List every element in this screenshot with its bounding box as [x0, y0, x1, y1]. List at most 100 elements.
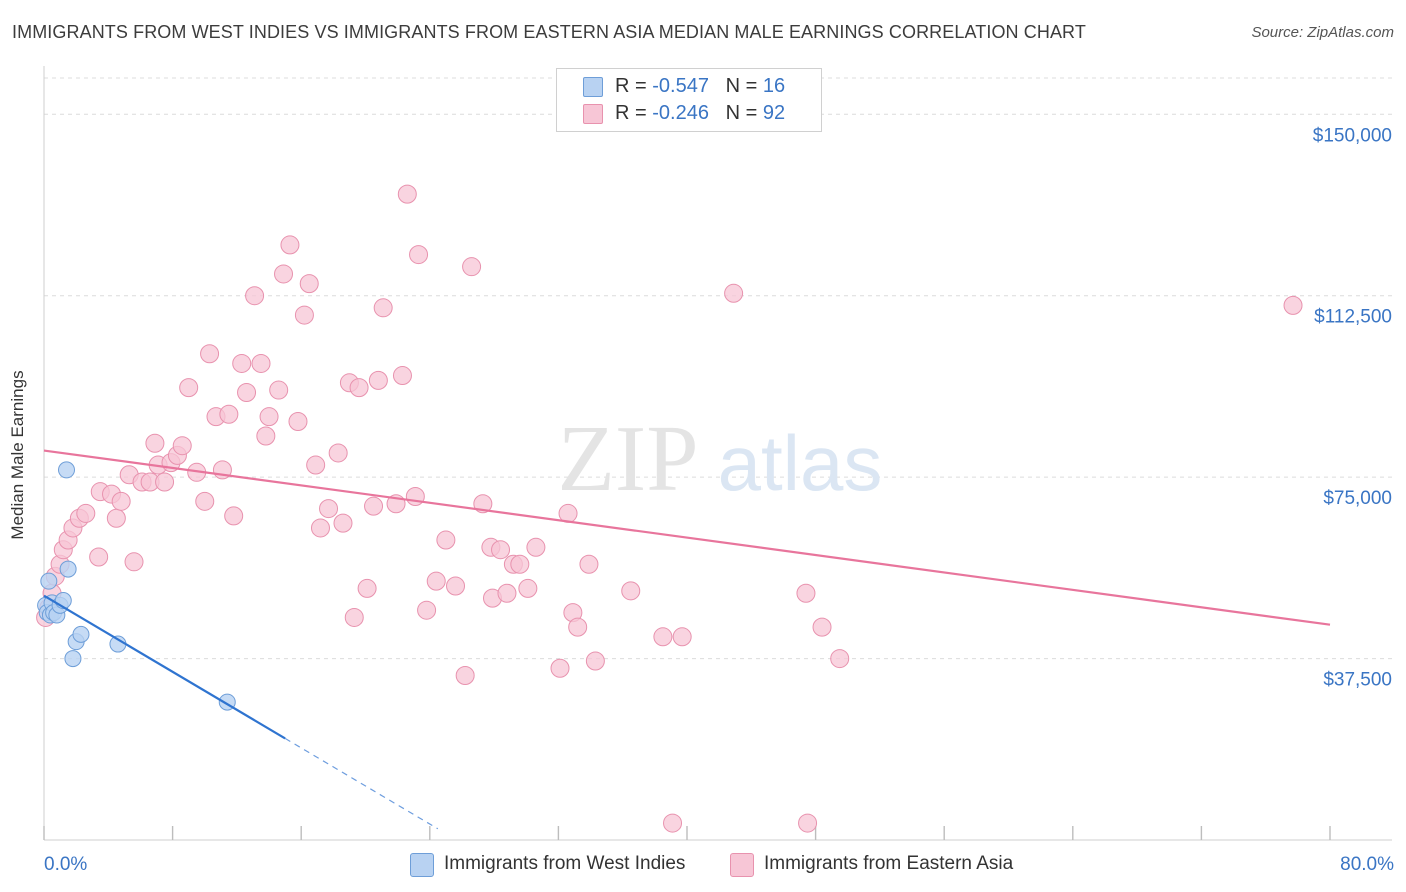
eastern-asia-point — [798, 813, 818, 833]
series-legend-label: Immigrants from Eastern Asia — [764, 853, 1014, 874]
eastern-asia-point — [796, 583, 816, 603]
eastern-asia-point — [491, 540, 511, 560]
eastern-asia-point — [124, 552, 144, 572]
eastern-asia-point — [550, 658, 570, 678]
eastern-asia-point — [518, 578, 538, 598]
west-indies-point — [72, 625, 90, 643]
correlation-legend: R = -0.547 N = 16 R = -0.246 N = 92 — [556, 68, 822, 132]
eastern-asia-point — [417, 600, 437, 620]
eastern-asia-point — [145, 433, 165, 453]
series-legend-label: Immigrants from West Indies — [444, 853, 686, 874]
west-indies-trend-extension — [284, 737, 439, 830]
eastern-asia-point — [294, 305, 314, 325]
eastern-asia-point — [245, 286, 265, 306]
axes — [43, 66, 1392, 841]
eastern-asia-point — [579, 554, 599, 574]
x-tick-label-max: 80.0% — [1340, 854, 1394, 875]
source-label: Source: ZipAtlas.com — [1251, 24, 1394, 41]
eastern-asia-point — [405, 486, 425, 506]
eastern-asia-point — [89, 547, 109, 567]
tick-labels: $37,500 $75,000 $112,500 $150,000 0.0% 80.0% — [44, 125, 1394, 875]
eastern-asia-point — [373, 298, 393, 318]
eastern-asia-point — [497, 583, 517, 603]
legend-n-label: N = — [725, 102, 763, 124]
eastern-asia-point — [672, 627, 692, 647]
legend-swatch-blue — [410, 853, 434, 877]
eastern-asia-point — [299, 274, 319, 294]
watermark: ZIP atlas — [558, 407, 883, 511]
eastern-asia-point — [251, 353, 271, 373]
eastern-asia-point — [274, 264, 294, 284]
eastern-asia-point — [256, 426, 276, 446]
eastern-asia-point — [172, 436, 192, 456]
eastern-asia-point — [1283, 295, 1303, 315]
eastern-asia-point — [585, 651, 605, 671]
eastern-asia-point — [344, 607, 364, 627]
eastern-asia-point — [219, 404, 239, 424]
eastern-asia-point — [426, 571, 446, 591]
series-legend: Immigrants from West Indies Immigrants f… — [0, 852, 1406, 878]
eastern-asia-point — [259, 407, 279, 427]
eastern-asia-point — [237, 382, 257, 402]
eastern-asia-point — [436, 530, 456, 550]
eastern-asia-point — [232, 353, 252, 373]
legend-n-value: 92 — [762, 102, 786, 124]
eastern-asia-point — [328, 443, 348, 463]
chart-title: IMMIGRANTS FROM WEST INDIES VS IMMIGRANT… — [12, 22, 1086, 42]
eastern-asia-point — [349, 378, 369, 398]
eastern-asia-point — [510, 554, 530, 574]
legend-swatch-pink — [583, 104, 603, 124]
legend-n-value: 16 — [762, 75, 786, 97]
legend-swatch-pink — [730, 853, 754, 877]
legend-swatch-blue — [583, 77, 603, 97]
watermark-atlas: atlas — [718, 419, 883, 507]
eastern-asia-point — [224, 506, 244, 526]
eastern-asia-point — [111, 491, 131, 511]
eastern-asia-point — [195, 491, 215, 511]
eastern-asia-point — [812, 617, 832, 637]
eastern-asia-point — [368, 370, 388, 390]
y-axis-label: Median Male Earnings — [8, 370, 27, 540]
y-tick-label: $112,500 — [1314, 307, 1392, 328]
eastern-asia-point — [392, 366, 412, 386]
eastern-asia-point — [310, 518, 330, 538]
watermark-zip: ZIP — [558, 407, 699, 511]
eastern-asia-point — [462, 257, 482, 277]
trend-lines — [43, 449, 1331, 830]
eastern-asia-point — [663, 813, 683, 833]
eastern-asia-point — [568, 617, 588, 637]
west-indies-point — [58, 461, 76, 479]
eastern-asia-point — [333, 513, 353, 533]
eastern-asia-point — [455, 666, 475, 686]
eastern-asia-point — [319, 499, 339, 519]
eastern-asia-point — [106, 508, 126, 528]
eastern-asia-point — [357, 578, 377, 598]
west-indies-point — [59, 560, 77, 578]
y-tick-label: $37,500 — [1323, 670, 1392, 691]
legend-n-label: N = — [725, 75, 763, 97]
eastern-asia-point — [280, 235, 300, 255]
eastern-asia-point — [724, 283, 744, 303]
y-tick-label: $75,000 — [1323, 488, 1392, 509]
eastern-asia-point — [269, 380, 289, 400]
eastern-asia-point — [526, 537, 546, 557]
eastern-asia-point — [397, 184, 417, 204]
data-points — [36, 184, 1303, 833]
west-indies-trend-line — [43, 594, 286, 740]
legend-r-value: -0.246 — [652, 102, 709, 124]
eastern-asia-point — [288, 412, 308, 432]
eastern-asia-trend-line — [43, 449, 1331, 626]
eastern-asia-point — [446, 576, 466, 596]
eastern-asia-point — [364, 496, 384, 516]
eastern-asia-point — [155, 472, 175, 492]
eastern-asia-point — [179, 378, 199, 398]
eastern-asia-point — [76, 503, 96, 523]
y-tick-label: $150,000 — [1313, 125, 1392, 146]
eastern-asia-point — [621, 581, 641, 601]
x-tick-label-min: 0.0% — [44, 854, 87, 875]
legend-r-label: R = — [615, 75, 653, 97]
west-indies-point — [40, 572, 58, 590]
eastern-asia-point — [830, 649, 850, 669]
legend-r-value: -0.547 — [652, 75, 709, 97]
